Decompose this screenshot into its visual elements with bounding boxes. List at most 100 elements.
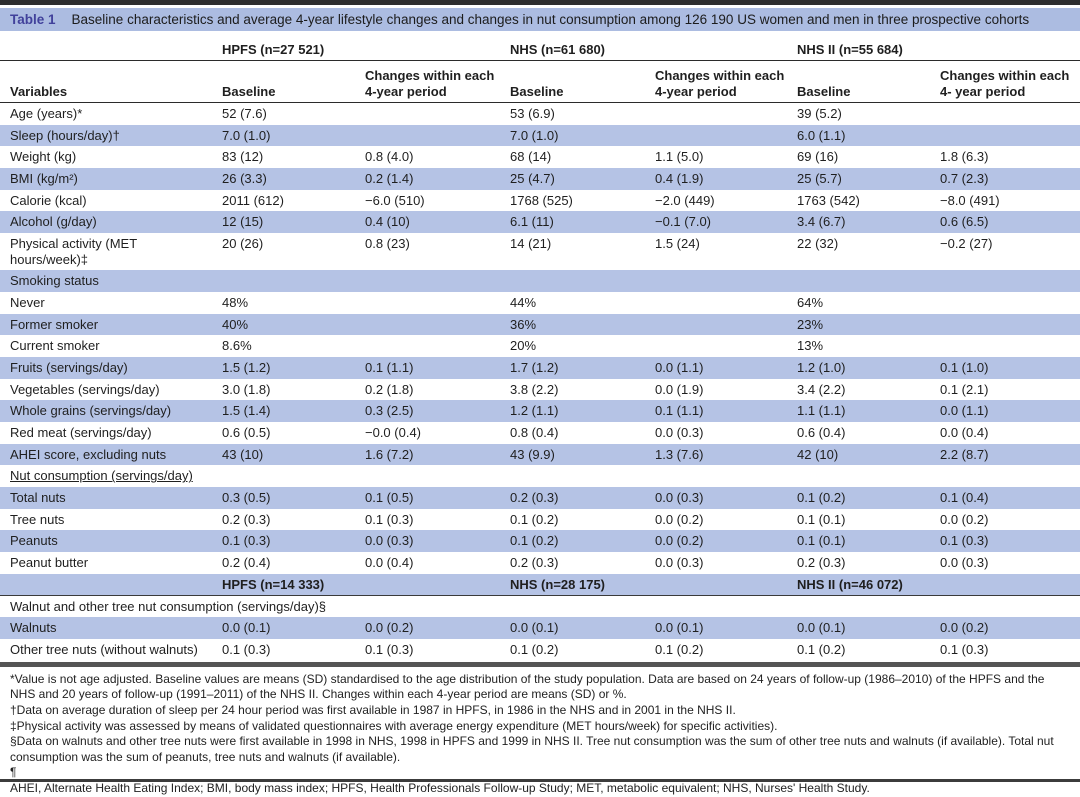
table-row: Other tree nuts (without walnuts) 0.1 (0.… bbox=[0, 639, 1080, 661]
cell-value: 0.1 (0.2) bbox=[510, 533, 559, 549]
cell-value: 23% bbox=[797, 316, 824, 332]
cell-value: 0.1 (0.3) bbox=[940, 533, 989, 549]
cell-value bbox=[940, 103, 1080, 108]
cell-value bbox=[365, 292, 510, 297]
cell-value: 0.0 (0.2) bbox=[940, 511, 989, 527]
section-header-row: Nut consumption (servings/day) bbox=[0, 465, 1080, 487]
cell-value: 0.1 (1.1) bbox=[655, 403, 704, 419]
footnote-physical-activity: ‡Physical activity was assessed by means… bbox=[10, 718, 778, 733]
cohort-name-nhs2: NHS II (n=55 684) bbox=[797, 42, 903, 57]
cell-value: 3.4 (2.2) bbox=[797, 381, 846, 397]
cell-value: 0.2 (1.4) bbox=[365, 171, 414, 187]
cohort-name-hpfs: HPFS (n=27 521) bbox=[222, 42, 325, 57]
cell-value: 0.6 (6.5) bbox=[940, 214, 989, 230]
cell-value: 0.0 (0.4) bbox=[365, 555, 414, 571]
cell-value: 0.3 (2.5) bbox=[365, 403, 414, 419]
cell-value bbox=[940, 335, 1080, 340]
row-label: Other tree nuts (without walnuts) bbox=[10, 642, 198, 658]
cell-value: 43 (10) bbox=[222, 446, 264, 462]
cell-value: 0.6 (0.4) bbox=[797, 424, 846, 440]
column-header-variables: Variables bbox=[10, 84, 68, 99]
cell-value: 0.1 (0.2) bbox=[655, 642, 704, 658]
cell-value: 0.0 (0.3) bbox=[655, 490, 704, 505]
column-header-changes-nhs: Changes within each 4-year period bbox=[655, 68, 785, 99]
cell-value: 26 (3.3) bbox=[222, 171, 267, 187]
row-label: AHEI score, excluding nuts bbox=[10, 446, 167, 462]
cell-value: 0.0 (0.4) bbox=[940, 424, 989, 440]
cell-value: 22 (32) bbox=[797, 236, 839, 252]
cell-value: 0.2 (0.3) bbox=[510, 555, 559, 571]
cell-value: 1.3 (7.6) bbox=[655, 446, 704, 462]
cohort-name: NHS (n=28 175) bbox=[510, 576, 606, 592]
cohort-name: HPFS (n=14 333) bbox=[222, 576, 325, 592]
cell-value: 0.2 (0.4) bbox=[222, 555, 271, 571]
spacer-cell bbox=[0, 39, 222, 60]
cell-value bbox=[655, 103, 797, 108]
row-label: Calorie (kcal) bbox=[10, 192, 87, 208]
row-label: Sleep (hours/day)† bbox=[10, 127, 120, 143]
cell-value: 83 (12) bbox=[222, 149, 264, 165]
cell-value bbox=[365, 103, 510, 108]
cell-value bbox=[940, 125, 1080, 130]
top-rule bbox=[0, 0, 1080, 5]
cell-value: 0.8 (4.0) bbox=[365, 149, 414, 165]
cell-value: 42 (10) bbox=[797, 446, 839, 462]
cell-value bbox=[365, 335, 510, 340]
cell-value: 0.2 (0.3) bbox=[222, 511, 271, 527]
table-row: Weight (kg) 83 (12) 0.8 (4.0) 68 (14) 1.1 (5… bbox=[0, 146, 1080, 168]
cell-value: 52 (7.6) bbox=[222, 106, 267, 121]
cell-value bbox=[365, 125, 510, 130]
row-label: Vegetables (servings/day) bbox=[10, 381, 160, 397]
row-label: Tree nuts bbox=[10, 511, 65, 527]
cell-value: 14 (21) bbox=[510, 236, 552, 252]
cell-value: 6.1 (11) bbox=[510, 214, 554, 230]
cell-value: 0.1 (0.3) bbox=[222, 533, 271, 549]
cell-value: 48% bbox=[222, 294, 249, 310]
cell-value: 0.3 (0.5) bbox=[222, 490, 271, 505]
table-row: Peanut butter 0.2 (0.4) 0.0 (0.4) 0.2 (0.3)… bbox=[0, 552, 1080, 574]
cell-value: −6.0 (510) bbox=[365, 192, 425, 208]
cell-value: 20% bbox=[510, 338, 537, 354]
row-label: Alcohol (g/day) bbox=[10, 214, 97, 230]
cell-value: 44% bbox=[510, 294, 537, 310]
cell-value: 7.0 (1.0) bbox=[222, 127, 271, 143]
cell-value: 0.1 (0.2) bbox=[797, 490, 846, 505]
table-row: Tree nuts 0.2 (0.3) 0.1 (0.3) 0.1 (0.2) 0.0 … bbox=[0, 509, 1080, 531]
table-row: Alcohol (g/day) 12 (15) 0.4 (10) 6.1 (11) −0… bbox=[0, 211, 1080, 234]
table-row: Red meat (servings/day) 0.6 (0.5) −0.0 (0.… bbox=[0, 422, 1080, 444]
cell-value: 36% bbox=[510, 316, 537, 332]
cell-value: 3.4 (6.7) bbox=[797, 214, 846, 230]
footnote-pilcrow: ¶ bbox=[10, 765, 17, 780]
cell-value: −2.0 (449) bbox=[655, 192, 715, 208]
cell-value: 0.1 (2.1) bbox=[940, 381, 989, 397]
table-row: Sleep (hours/day)† 7.0 (1.0) 7.0 (1.0) 6.0 … bbox=[0, 124, 1080, 147]
cell-value: 0.1 (0.3) bbox=[940, 642, 989, 658]
cell-value: 0.1 (1.1) bbox=[365, 359, 414, 375]
cell-value: 0.0 (1.9) bbox=[655, 381, 704, 397]
cell-value bbox=[655, 335, 797, 340]
cell-value: 0.1 (0.5) bbox=[365, 490, 414, 505]
table-row: Physical activity (MET hours/week)‡ 20 (2… bbox=[0, 233, 1080, 270]
cell-value bbox=[655, 292, 797, 297]
cell-value: 39 (5.2) bbox=[797, 106, 842, 121]
cell-value: 0.1 (0.4) bbox=[940, 490, 989, 505]
cell-value: 13% bbox=[797, 338, 824, 354]
cell-value: 2.2 (8.7) bbox=[940, 446, 989, 462]
row-label: Never bbox=[10, 294, 45, 310]
cell-value: 0.6 (0.5) bbox=[222, 424, 271, 440]
cell-value: 1.5 (1.4) bbox=[222, 403, 271, 419]
row-label: Physical activity (MET hours/week)‡ bbox=[10, 236, 137, 268]
table-row: Peanuts 0.1 (0.3) 0.0 (0.3) 0.1 (0.2) 0.0 (0… bbox=[0, 530, 1080, 553]
row-label: BMI (kg/m²) bbox=[10, 171, 78, 187]
column-header-baseline-nhs: Baseline bbox=[510, 84, 564, 99]
cell-value bbox=[655, 125, 797, 130]
cell-value: −8.0 (491) bbox=[940, 192, 1000, 208]
cell-value: 0.0 (0.2) bbox=[365, 620, 414, 636]
cell-value: 0.1 (0.1) bbox=[797, 511, 846, 527]
cell-value: 0.0 (1.1) bbox=[655, 359, 704, 375]
cell-value: 0.0 (0.1) bbox=[797, 620, 846, 636]
row-label: Whole grains (servings/day) bbox=[10, 403, 172, 419]
table-row: Walnuts 0.0 (0.1) 0.0 (0.2) 0.0 (0.1) 0.0 (0… bbox=[0, 617, 1080, 640]
cell-value: 0.0 (0.1) bbox=[655, 620, 704, 636]
